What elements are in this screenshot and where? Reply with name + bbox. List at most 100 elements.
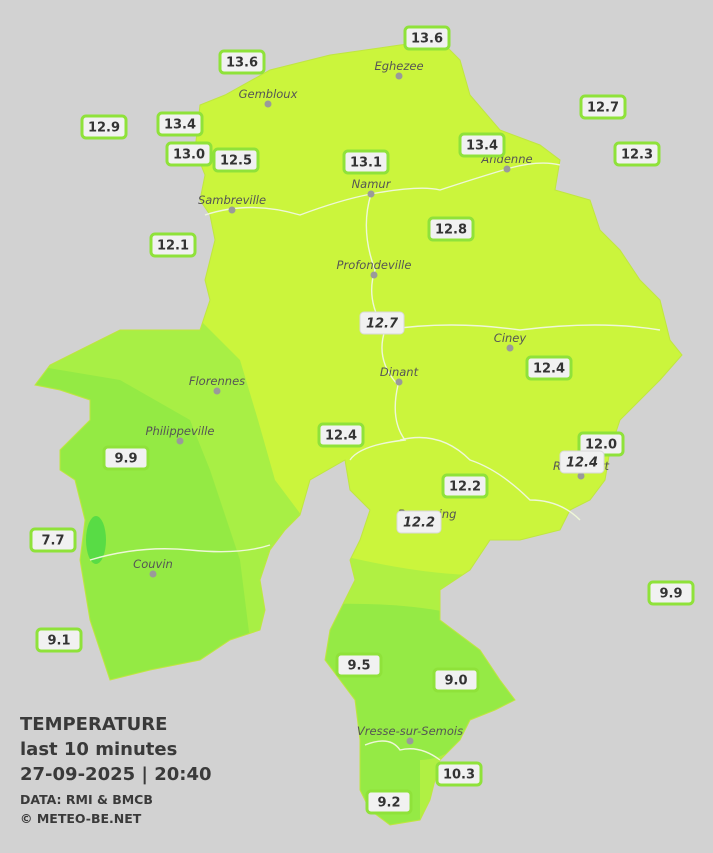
station: 13.6 [403, 25, 451, 51]
station: 9.5 [335, 652, 383, 678]
city-dot [213, 387, 221, 395]
station-value: 7.7 [41, 534, 64, 549]
station-value: 9.1 [47, 634, 70, 649]
city-dot [228, 206, 236, 214]
city-dot [395, 72, 403, 80]
station-value: 12.4 [325, 429, 357, 444]
city-dot [506, 344, 514, 352]
station-box [335, 652, 383, 678]
station-value: 9.9 [659, 587, 682, 602]
station-value: 12.7 [366, 317, 399, 332]
station: 12.9 [80, 114, 128, 140]
station-value: 13.1 [350, 156, 382, 171]
station: 13.1 [342, 149, 390, 175]
city-label: Dinant [380, 365, 419, 379]
station-box [342, 149, 390, 175]
station: 13.0 [165, 141, 213, 167]
info-copyright: © METEO-BE.NET [20, 811, 142, 826]
station: 7.7 [29, 527, 77, 553]
station: 13.6 [218, 49, 266, 75]
city-label: Philippeville [146, 424, 215, 438]
station-box [165, 141, 213, 167]
info-datetime: 27-09-2025 | 20:40 [20, 764, 212, 785]
station-box [365, 789, 413, 815]
station-box [579, 94, 627, 120]
station-value: 10.3 [443, 768, 475, 783]
cities: EghezeeGemblouxAndenneNamurSambrevillePr… [133, 59, 610, 745]
station: 12.2 [396, 510, 442, 534]
city-dot [577, 472, 585, 480]
station-box [317, 422, 365, 448]
city-label: Eghezee [374, 59, 423, 73]
station-box [29, 527, 77, 553]
city-label: Florennes [189, 374, 245, 388]
station-value: 12.7 [587, 101, 619, 116]
info-title: TEMPERATURE [20, 714, 167, 735]
station: 12.8 [427, 216, 475, 242]
info-source: DATA: RMI & BMCB [20, 792, 153, 807]
station-box [427, 216, 475, 242]
info-period: last 10 minutes [20, 739, 177, 760]
city-dot [395, 378, 403, 386]
station-value: 13.6 [226, 56, 258, 71]
station-value: 12.9 [88, 121, 120, 136]
station-value: 9.0 [444, 674, 467, 689]
station-value: 12.4 [566, 456, 598, 471]
city-label: Couvin [133, 557, 173, 571]
station: 12.3 [613, 141, 661, 167]
station: 9.9 [102, 445, 150, 471]
station-value: 13.6 [411, 32, 443, 47]
station-value: 9.2 [377, 796, 400, 811]
station-box [432, 667, 480, 693]
city-dot [176, 437, 184, 445]
station-value: 12.3 [621, 148, 653, 163]
city-label: Ciney [494, 331, 527, 345]
station: 13.4 [458, 132, 506, 158]
city-dot [149, 570, 157, 578]
station-box [441, 473, 489, 499]
station: 12.7 [359, 311, 405, 335]
station-box [613, 141, 661, 167]
station-box [212, 147, 260, 173]
city-dot [406, 737, 414, 745]
station-value: 9.5 [347, 659, 370, 674]
city-label: Profondeville [337, 258, 412, 272]
city-label: Gembloux [239, 87, 298, 101]
station: 12.5 [212, 147, 260, 173]
station: 9.1 [35, 627, 83, 653]
station-value: 12.2 [403, 516, 435, 531]
station-box [35, 627, 83, 653]
station-box [359, 311, 405, 335]
station-value: 9.9 [114, 452, 137, 467]
station-box [218, 49, 266, 75]
station-value: 12.1 [157, 239, 189, 254]
station: 12.2 [441, 473, 489, 499]
station-value: 12.0 [585, 438, 617, 453]
city-label: Namur [352, 177, 392, 191]
station-box [403, 25, 451, 51]
station: 12.4 [317, 422, 365, 448]
station: 12.4 [559, 450, 605, 474]
station-box [156, 111, 204, 137]
station-value: 12.2 [449, 480, 481, 495]
station-value: 13.4 [466, 139, 498, 154]
station-value: 12.8 [435, 223, 467, 238]
station-box [435, 761, 483, 787]
station: 12.1 [149, 232, 197, 258]
city-dot [264, 100, 272, 108]
station-value: 12.5 [220, 154, 252, 169]
city-dot [503, 165, 511, 173]
station: 9.2 [365, 789, 413, 815]
station-value: 13.0 [173, 148, 205, 163]
station-box [525, 355, 573, 381]
station-box [80, 114, 128, 140]
station-box [647, 580, 695, 606]
station-value: 13.4 [164, 118, 196, 133]
city-dot [370, 271, 378, 279]
stations: 13.6 13.6 12.7 12.9 13.4 13.4 13.0 12.5 13.1 12.3… [29, 25, 695, 815]
station: 9.0 [432, 667, 480, 693]
station-box [458, 132, 506, 158]
city-label: Vresse-sur-Semois [357, 724, 463, 738]
station: 12.7 [579, 94, 627, 120]
